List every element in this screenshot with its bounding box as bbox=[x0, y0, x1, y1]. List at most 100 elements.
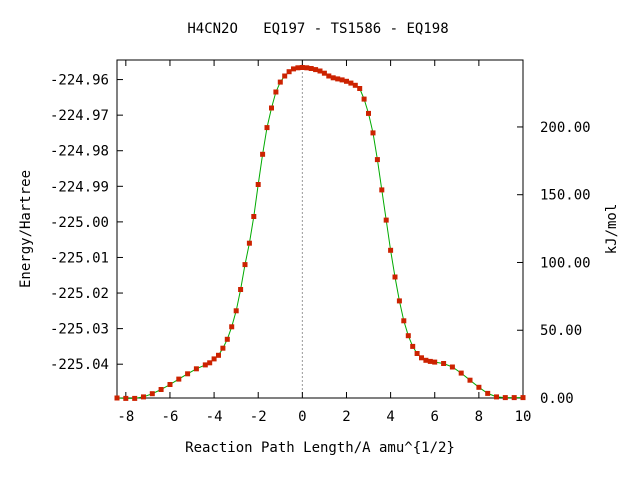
x-axis-ticks: -8 -6 -4 -2 0 2 4 6 8 10 bbox=[117, 60, 531, 425]
energy-point bbox=[344, 78, 349, 84]
energy-point bbox=[383, 217, 389, 223]
energy-point bbox=[366, 110, 371, 116]
x-axis-label: Reaction Path Length/A amu^{1/2} bbox=[185, 440, 455, 456]
energy-point bbox=[141, 394, 146, 400]
energy-point bbox=[229, 324, 235, 330]
energy-point bbox=[114, 395, 120, 401]
energy-point bbox=[269, 105, 274, 111]
energy-point bbox=[520, 395, 526, 401]
energy-point bbox=[330, 75, 336, 81]
x-tick-label: -4 bbox=[206, 409, 223, 425]
x-tick-label: 4 bbox=[386, 409, 394, 425]
energy-point bbox=[379, 187, 385, 193]
energy-point bbox=[149, 391, 155, 397]
energy-point bbox=[502, 395, 508, 401]
energy-point bbox=[264, 125, 270, 131]
energy-point bbox=[291, 66, 296, 72]
energy-point bbox=[401, 318, 407, 324]
x-tick-label: 8 bbox=[475, 409, 483, 425]
energy-point bbox=[485, 390, 491, 396]
energy-point bbox=[224, 336, 230, 342]
energy-point bbox=[339, 77, 345, 83]
energy-point bbox=[304, 65, 310, 71]
energy-point bbox=[423, 357, 429, 363]
x-tick-label: -6 bbox=[162, 409, 179, 425]
y-tick-label: -225.00 bbox=[50, 215, 109, 231]
energy-point bbox=[286, 69, 292, 75]
energy-point bbox=[246, 240, 252, 246]
energy-point bbox=[273, 89, 279, 95]
y2-tick-label: 200.00 bbox=[540, 120, 591, 136]
energy-point bbox=[193, 366, 199, 372]
energy-point bbox=[374, 157, 380, 163]
energy-point bbox=[220, 345, 226, 351]
energy-point bbox=[511, 395, 517, 401]
energy-point bbox=[277, 79, 283, 85]
y-tick-label: -225.01 bbox=[50, 250, 109, 266]
energy-point bbox=[458, 370, 464, 376]
energy-point bbox=[348, 80, 354, 86]
energy-point bbox=[388, 247, 394, 253]
energy-point bbox=[441, 361, 447, 366]
energy-point bbox=[326, 73, 332, 79]
energy-point bbox=[449, 364, 455, 370]
energy-point bbox=[313, 67, 319, 73]
plot-frame bbox=[116, 59, 524, 399]
energy-point bbox=[308, 66, 314, 71]
energy-point bbox=[176, 376, 182, 382]
energy-point bbox=[123, 395, 129, 401]
energy-point bbox=[467, 377, 473, 383]
x-tick-label: -8 bbox=[117, 409, 134, 425]
x-tick-label: 6 bbox=[431, 409, 439, 425]
energy-points bbox=[114, 65, 526, 401]
energy-point bbox=[202, 362, 208, 368]
y2-tick-label: 50.00 bbox=[540, 323, 582, 339]
energy-point bbox=[357, 86, 363, 91]
energy-point bbox=[414, 351, 420, 356]
energy-point bbox=[494, 394, 499, 400]
x-tick-label: 10 bbox=[515, 409, 532, 425]
energy-point bbox=[321, 70, 327, 76]
y-tick-label: -225.04 bbox=[50, 357, 109, 373]
y-tick-label: -224.98 bbox=[50, 144, 109, 160]
y-tick-label: -224.96 bbox=[50, 73, 109, 89]
energy-point bbox=[282, 73, 288, 79]
energy-point bbox=[132, 395, 138, 401]
energy-point bbox=[167, 382, 173, 387]
energy-point bbox=[361, 96, 367, 102]
energy-point bbox=[238, 287, 244, 292]
x-tick-label: -2 bbox=[250, 409, 267, 425]
energy-point bbox=[255, 182, 261, 187]
energy-point bbox=[370, 130, 376, 136]
energy-point bbox=[427, 358, 433, 364]
energy-point bbox=[419, 355, 424, 361]
energy-point bbox=[295, 65, 301, 71]
energy-curve bbox=[116, 66, 523, 399]
energy-point bbox=[185, 371, 191, 377]
y-tick-label: -224.97 bbox=[50, 108, 109, 124]
y2-tick-label: 100.00 bbox=[540, 255, 591, 271]
chart-title: H4CN2O EQ197 - TS1586 - EQ198 bbox=[187, 21, 448, 37]
energy-point bbox=[317, 68, 323, 74]
energy-point bbox=[396, 298, 402, 304]
energy-point bbox=[233, 308, 239, 314]
energy-point bbox=[476, 384, 482, 390]
x-tick-label: 0 bbox=[298, 409, 306, 425]
energy-point bbox=[432, 359, 438, 365]
y-tick-label: -225.02 bbox=[50, 286, 109, 302]
energy-point bbox=[335, 76, 341, 82]
energy-point bbox=[260, 151, 266, 157]
energy-point bbox=[251, 214, 257, 219]
energy-point bbox=[410, 343, 416, 349]
energy-point bbox=[392, 274, 398, 280]
energy-point bbox=[299, 65, 305, 70]
x-tick-label: 2 bbox=[342, 409, 350, 425]
energy-point bbox=[242, 262, 248, 268]
energy-point bbox=[158, 387, 164, 392]
y2-axis-label: kJ/mol bbox=[604, 204, 620, 255]
y-axis-ticks: -224.96 -224.97 -224.98 -224.99 -225.00 -225.… bbox=[50, 73, 123, 373]
y2-axis-ticks: 0.00 50.00 100.00 150.00 200.00 bbox=[517, 120, 591, 407]
energy-point bbox=[207, 360, 213, 366]
y-axis-label: Energy/Hartree bbox=[18, 170, 34, 288]
